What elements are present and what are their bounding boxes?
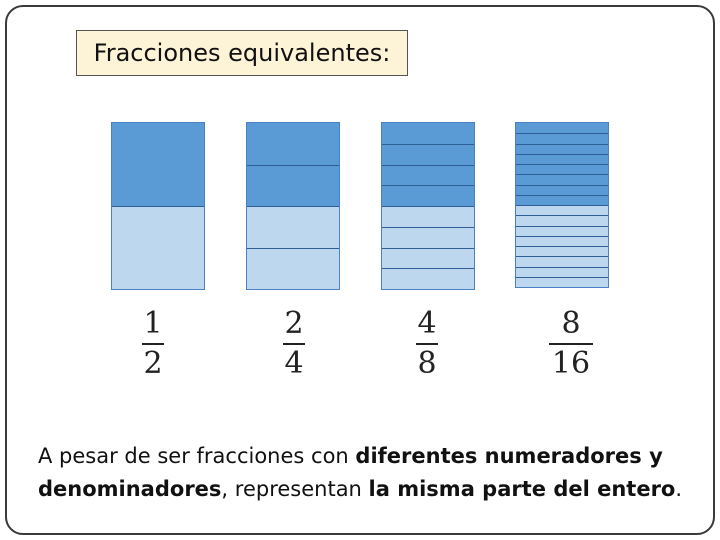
caption-bold-1: diferentes numeradores y denominadores bbox=[38, 444, 663, 501]
fraction-line bbox=[416, 343, 438, 345]
shaded-part bbox=[516, 133, 608, 144]
unshaded-part bbox=[382, 268, 474, 289]
numerator: 1 bbox=[143, 306, 163, 341]
unshaded-part bbox=[516, 266, 608, 277]
unshaded-part bbox=[516, 225, 608, 236]
caption-part-2: , representan bbox=[221, 477, 369, 501]
shaded-part bbox=[382, 123, 474, 144]
shaded-part bbox=[247, 164, 339, 206]
caption-part-1: A pesar de ser fracciones con bbox=[38, 444, 356, 468]
unshaded-part bbox=[516, 276, 608, 287]
page-title: Fracciones equivalentes: bbox=[76, 30, 408, 76]
unshaded-part bbox=[382, 247, 474, 269]
shaded-part bbox=[516, 164, 608, 175]
unshaded-part bbox=[112, 206, 204, 289]
shaded-part bbox=[516, 174, 608, 185]
caption-bold-2: la misma parte del entero bbox=[368, 477, 676, 501]
denominator: 4 bbox=[284, 346, 304, 381]
unshaded-part bbox=[516, 256, 608, 267]
unshaded-part bbox=[516, 246, 608, 257]
fraction-bar-3 bbox=[381, 122, 475, 290]
denominator: 2 bbox=[143, 346, 163, 381]
unshaded-part bbox=[516, 205, 608, 216]
unshaded-part bbox=[516, 215, 608, 226]
unshaded-part bbox=[247, 206, 339, 248]
fraction-line bbox=[142, 343, 164, 345]
shaded-part bbox=[516, 194, 608, 205]
shaded-part bbox=[247, 123, 339, 165]
shaded-part bbox=[382, 185, 474, 206]
shaded-part bbox=[382, 143, 474, 165]
shaded-part bbox=[516, 143, 608, 154]
fraction-label-4: 8 16 bbox=[531, 305, 611, 383]
numerator: 4 bbox=[417, 306, 437, 341]
shaded-part bbox=[516, 153, 608, 164]
unshaded-part bbox=[516, 235, 608, 246]
unshaded-part bbox=[247, 247, 339, 289]
fraction-label-3: 4 8 bbox=[387, 305, 467, 383]
fraction-bar-4 bbox=[515, 122, 609, 288]
caption-text: A pesar de ser fracciones con diferentes… bbox=[38, 440, 698, 506]
shaded-part bbox=[112, 123, 204, 206]
fraction-bar-1 bbox=[111, 122, 205, 290]
fraction-line bbox=[549, 343, 593, 345]
fraction-bars bbox=[111, 122, 609, 290]
shaded-part bbox=[516, 184, 608, 195]
unshaded-part bbox=[382, 226, 474, 248]
denominator: 8 bbox=[417, 346, 437, 381]
unshaded-part bbox=[382, 206, 474, 227]
numerator: 2 bbox=[284, 306, 304, 341]
fraction-label-1: 1 2 bbox=[113, 305, 193, 383]
numerator: 8 bbox=[561, 306, 581, 341]
denominator: 16 bbox=[551, 346, 591, 381]
shaded-part bbox=[382, 164, 474, 186]
shaded-part bbox=[516, 123, 608, 134]
fraction-bar-2 bbox=[246, 122, 340, 290]
fraction-line bbox=[283, 343, 305, 345]
caption-part-3: . bbox=[675, 477, 683, 501]
fraction-label-2: 2 4 bbox=[254, 305, 334, 383]
